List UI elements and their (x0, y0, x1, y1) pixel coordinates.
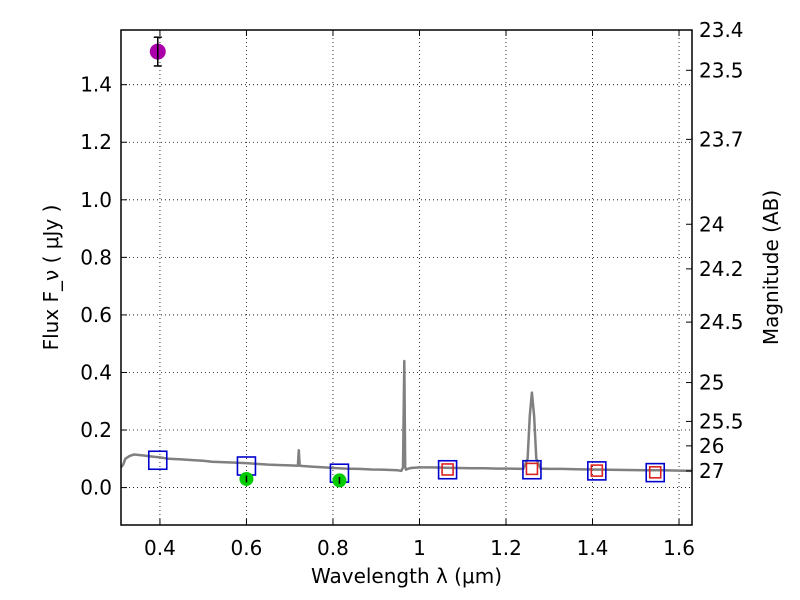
y-tick-label: 1.0 (80, 188, 112, 212)
x-tick-label: 1 (413, 536, 426, 560)
model_photometry-marker (437, 459, 458, 480)
right-tick-label: 23.5 (699, 58, 744, 82)
x-axis-label: Wavelength λ (μm) (311, 564, 502, 588)
y-tick-label: 0.8 (80, 245, 112, 269)
right-axis-label: Magnitude (AB) (759, 190, 783, 345)
right-tick-label: 26 (699, 434, 724, 458)
x-tick-label: 0.6 (231, 536, 263, 560)
data-markers (147, 36, 666, 488)
x-tick-label: 0.4 (144, 536, 176, 560)
y-tick-label: 1.2 (80, 130, 112, 154)
model_photometry-marker (587, 461, 607, 481)
right-tick-label: 27 (699, 459, 724, 483)
right-tick-label: 25.5 (699, 409, 744, 433)
x-tick-label: 1.2 (490, 536, 522, 560)
right-tick-label: 25 (699, 371, 724, 395)
y-tick-label: 0.2 (80, 418, 112, 442)
y-axis-label: Flux F_ν ( μJy ) (39, 205, 63, 351)
model_photometry-marker (147, 450, 168, 471)
x-tick-label: 1.6 (663, 536, 695, 560)
y-tick-label: 1.4 (80, 73, 112, 97)
right-tick-label: 24 (699, 212, 724, 236)
grid (121, 30, 692, 525)
x-tick-label: 1.4 (577, 536, 609, 560)
model-spectrum (120, 359, 693, 473)
upper_limit_photometry-marker (648, 466, 662, 479)
upper_limit_photometry-marker (590, 464, 604, 477)
y-tick-label: 0.6 (80, 303, 112, 327)
x-axis-ticks: 0.4 0.6 0.8 1 1.2 1.4 1.6 (144, 30, 695, 560)
spectrum-line (120, 359, 693, 473)
y-tick-label: 0.0 (80, 476, 112, 500)
x-tick-label: 0.8 (317, 536, 349, 560)
model_photometry-marker (645, 462, 666, 483)
y-axis-ticks: 0.0 0.2 0.4 0.6 0.8 1.0 1.2 1.4 (80, 73, 127, 500)
right-tick-label: 24.2 (699, 257, 744, 281)
model_photometry-marker (522, 459, 542, 480)
y-tick-label: 0.4 (80, 360, 112, 384)
right-tick-label: 23.7 (699, 127, 744, 151)
upper_limit_photometry-marker (441, 463, 454, 476)
upper_limit_photometry-marker (525, 462, 539, 476)
right-tick-label: 23.4 (699, 18, 744, 42)
right-tick-label: 24.5 (699, 310, 744, 334)
plot-frame (120, 29, 693, 526)
